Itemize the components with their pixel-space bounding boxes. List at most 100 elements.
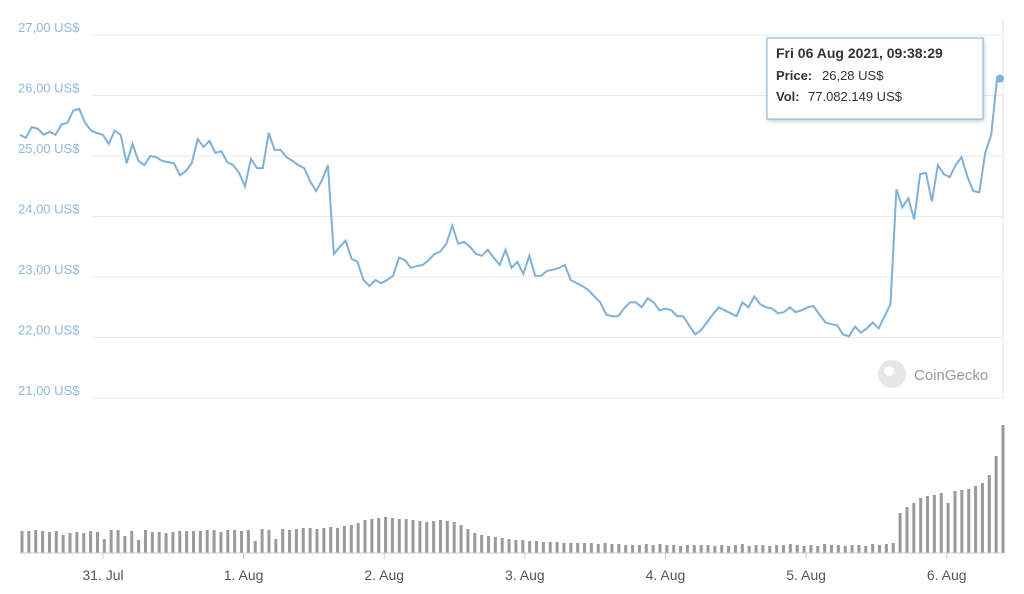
volume-bar — [459, 525, 463, 553]
volume-bar — [637, 545, 641, 553]
volume-bar — [219, 532, 223, 553]
volume-bar — [754, 545, 758, 553]
volume-bar — [596, 544, 600, 553]
volume-bar — [438, 520, 442, 553]
volume-bar — [61, 535, 65, 553]
tooltip-box — [766, 37, 984, 120]
volume-bar — [336, 528, 340, 553]
volume-bar — [432, 521, 436, 553]
volume-bar — [713, 546, 717, 553]
volume-bar — [82, 533, 86, 553]
tooltip-price-label: Price: — [776, 68, 812, 83]
volume-bar — [576, 543, 580, 553]
y-tick-label: 22,00 US$ — [18, 323, 80, 338]
volume-bar — [486, 536, 490, 553]
volume-bar — [246, 530, 250, 553]
volume-bar — [843, 546, 847, 553]
volume-bar — [644, 544, 648, 553]
volume-bar — [473, 533, 477, 553]
volume-bar — [233, 530, 237, 553]
volume-bar — [75, 532, 79, 553]
volume-bar — [500, 538, 504, 553]
volume-bar — [267, 530, 271, 553]
x-tick-label: 6. Aug — [927, 567, 967, 583]
volume-bar — [130, 531, 134, 553]
volume-bar — [137, 540, 141, 553]
y-tick-label: 24,00 US$ — [18, 202, 80, 217]
volume-bar — [720, 545, 724, 553]
volume-bar — [727, 546, 731, 553]
volume-bar — [164, 533, 168, 553]
volume-bar — [980, 483, 984, 553]
volume-bar — [864, 546, 868, 553]
volume-bar — [425, 522, 429, 553]
volume-bar — [41, 531, 45, 553]
volume-bar — [47, 532, 51, 553]
volume-bar — [68, 533, 72, 553]
volume-bar — [829, 545, 833, 553]
volume-bar — [370, 519, 374, 553]
y-tick-label: 23,00 US$ — [18, 262, 80, 277]
volume-bar — [157, 532, 161, 553]
hover-point — [996, 74, 1004, 83]
volume-bar — [54, 531, 58, 553]
volume-bar — [946, 503, 950, 553]
volume-bar — [377, 518, 381, 553]
x-tick-label: 31. Jul — [82, 567, 123, 583]
volume-bar — [733, 545, 737, 553]
y-tick-label: 25,00 US$ — [18, 141, 80, 156]
volume-bar — [1001, 425, 1005, 553]
volume-bar — [761, 545, 765, 553]
volume-bar — [418, 521, 422, 553]
volume-bar — [322, 528, 326, 553]
volume-bar — [706, 545, 710, 553]
x-tick-label: 2. Aug — [364, 567, 404, 583]
volume-bar — [617, 544, 621, 553]
volume-bar — [514, 540, 518, 553]
volume-bar — [507, 539, 511, 553]
volume-bar — [198, 531, 202, 553]
volume-bar — [631, 545, 635, 553]
volume-bar — [294, 529, 298, 553]
volume-bar — [363, 520, 367, 553]
volume-bar — [143, 530, 147, 553]
volume-bar — [672, 545, 676, 553]
volume-bar — [603, 543, 607, 553]
volume-bar — [816, 546, 820, 553]
volume-bar — [541, 542, 545, 553]
volume-bar — [116, 530, 120, 553]
volume-bar — [95, 532, 99, 553]
volume-bar — [301, 528, 305, 553]
volume-bar — [788, 544, 792, 553]
volume-bar — [960, 490, 964, 553]
volume-bar — [315, 529, 319, 553]
volume-bar — [185, 531, 189, 553]
volume-bar — [871, 544, 875, 553]
volume-bar — [850, 545, 854, 553]
volume-bar — [926, 496, 930, 553]
volume-bar — [253, 541, 257, 553]
y-tick-label: 27,00 US$ — [18, 20, 80, 35]
volume-bar — [411, 520, 415, 553]
volume-bar — [953, 491, 957, 553]
x-tick-label: 4. Aug — [646, 567, 686, 583]
volume-bar — [178, 531, 182, 553]
volume-bar — [466, 529, 470, 553]
watermark-text: CoinGecko — [914, 367, 988, 384]
volume-bar — [445, 521, 449, 553]
volume-bar — [884, 544, 888, 553]
volume-bar — [583, 543, 587, 553]
volume-bar — [102, 539, 106, 553]
tooltip-vol-label: Vol: — [776, 89, 800, 104]
volume-bar — [205, 530, 209, 553]
volume-bar — [384, 517, 388, 553]
volume-bar — [823, 544, 827, 553]
volume-bar — [665, 545, 669, 553]
volume-bar — [651, 545, 655, 553]
volume-bar — [967, 489, 971, 553]
volume-bar — [569, 543, 573, 553]
volume-bar — [685, 545, 689, 553]
volume-bar — [548, 542, 552, 553]
volume-bar — [349, 525, 353, 553]
